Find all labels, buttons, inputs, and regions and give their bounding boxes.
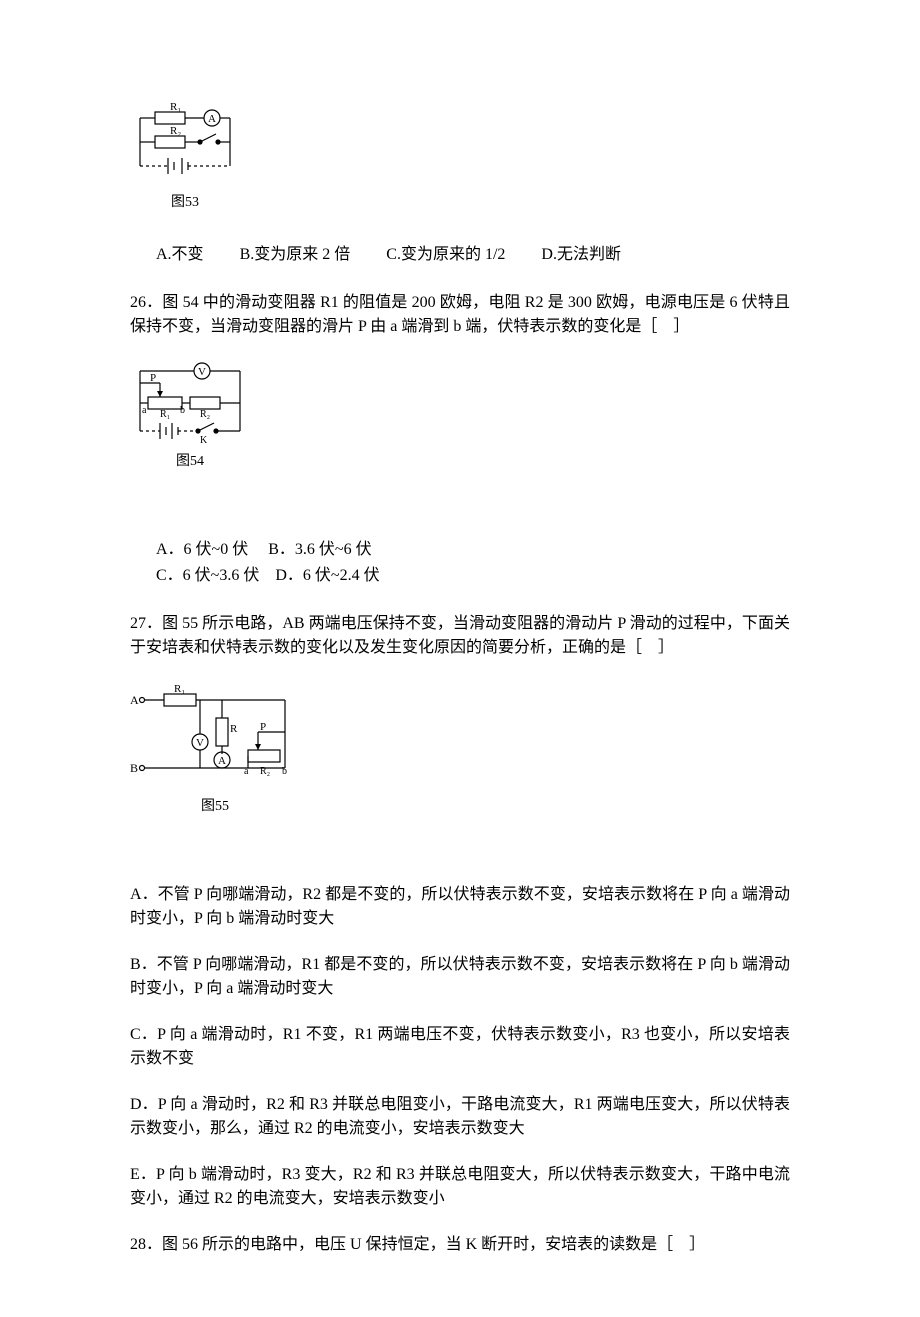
q26-stem: 26．图 54 中的滑动变阻器 R1 的阻值是 200 欧姆，电阻 R2 是 3… — [130, 291, 790, 339]
fig55-a-label: a — [244, 766, 249, 777]
fig54-r2-label: R₂ — [200, 409, 210, 420]
fig53-caption: 图53 — [130, 192, 240, 213]
q26-option-c: C．6 伏~3.6 伏 — [156, 567, 259, 584]
q26-options: A．6 伏~0 伏 B．3.6 伏~6 伏 C．6 伏~3.6 伏 D．6 伏~… — [156, 538, 790, 588]
q27-number: 27． — [130, 615, 162, 632]
fig55-B-label: B — [130, 761, 138, 775]
fig55-amm-label: A — [218, 755, 226, 767]
q28-stem: 28．图 56 所示的电路中，电压 U 保持恒定，当 K 断开时，安培表的读数是… — [130, 1233, 790, 1257]
q25-option-a: A.不变 — [156, 246, 204, 263]
figure-54: P a b R₁ R₂ K V 图54 — [130, 361, 790, 472]
fig55-r-label: R — [230, 723, 238, 735]
fig53-r1-label: R₁ — [170, 101, 181, 113]
fig55-b-label: b — [282, 766, 287, 777]
q26-option-b: B．3.6 伏~6 伏 — [268, 541, 371, 558]
q26-option-a: A．6 伏~0 伏 — [156, 541, 248, 558]
q25-option-c: C.变为原来的 1/2 — [386, 246, 505, 263]
q27-option-b: B．不管 P 向哪端滑动，R1 都是不变的，所以伏特表示数不变，安培表示数将在 … — [130, 953, 790, 1001]
fig55-A-label: A — [130, 693, 139, 707]
q26-option-d: D．6 伏~2.4 伏 — [275, 567, 379, 584]
fig54-b-label: b — [180, 405, 185, 416]
fig53-r2-label: R₂ — [170, 125, 181, 137]
fig54-p-label: P — [150, 372, 156, 384]
fig55-r1-label: R₁ — [174, 683, 185, 695]
fig55-p-label: P — [260, 721, 266, 733]
fig54-svg: P a b R₁ R₂ K V — [130, 361, 250, 447]
q26-text: 图 54 中的滑动变阻器 R1 的阻值是 200 欧姆，电阻 R2 是 300 … — [130, 294, 790, 335]
fig55-r2-label: R₂ — [260, 766, 270, 777]
fig53-ammeter-label: A — [208, 113, 216, 125]
fig55-caption: 图55 — [130, 796, 300, 817]
fig55-svg: A B R₁ R V A P a b R₂ — [130, 682, 300, 792]
fig55-volt-label: V — [196, 737, 204, 749]
q25-options-row: A.不变 B.变为原来 2 倍 C.变为原来的 1/2 D.无法判断 — [156, 243, 790, 267]
q25-option-b: B.变为原来 2 倍 — [240, 246, 351, 263]
figure-55: A B R₁ R V A P a b R₂ 图55 — [130, 682, 790, 817]
fig54-caption: 图54 — [130, 451, 250, 472]
fig54-k-label: K — [200, 435, 208, 446]
fig54-r1-label: R₁ — [160, 409, 170, 420]
q27-option-c: C．P 向 a 端滑动时，R1 不变，R1 两端电压不变，伏特表示数变小，R3 … — [130, 1023, 790, 1071]
q28-number: 28． — [130, 1236, 162, 1253]
q27-text: 图 55 所示电路，AB 两端电压保持不变，当滑动变阻器的滑动片 P 滑动的过程… — [130, 615, 790, 656]
figure-53: R₁ R₂ A 图53 — [130, 100, 790, 213]
q26-number: 26． — [130, 294, 162, 311]
q27-option-a: A．不管 P 向哪端滑动，R2 都是不变的，所以伏特表示数不变，安培表示数将在 … — [130, 883, 790, 931]
q28-text: 图 56 所示的电路中，电压 U 保持恒定，当 K 断开时，安培表的读数是［ ］ — [162, 1236, 705, 1253]
q27-option-e: E．P 向 b 端滑动时，R3 变大，R2 和 R3 并联总电阻变大，所以伏特表… — [130, 1163, 790, 1211]
fig53-svg: R₁ R₂ A — [130, 100, 240, 188]
q27-option-d: D．P 向 a 滑动时，R2 和 R3 并联总电阻变小，干路电流变大，R1 两端… — [130, 1093, 790, 1141]
fig54-a-label: a — [142, 405, 147, 416]
q25-option-d: D.无法判断 — [541, 246, 621, 263]
q27-stem: 27．图 55 所示电路，AB 两端电压保持不变，当滑动变阻器的滑动片 P 滑动… — [130, 612, 790, 660]
fig54-volt-label: V — [198, 366, 206, 378]
